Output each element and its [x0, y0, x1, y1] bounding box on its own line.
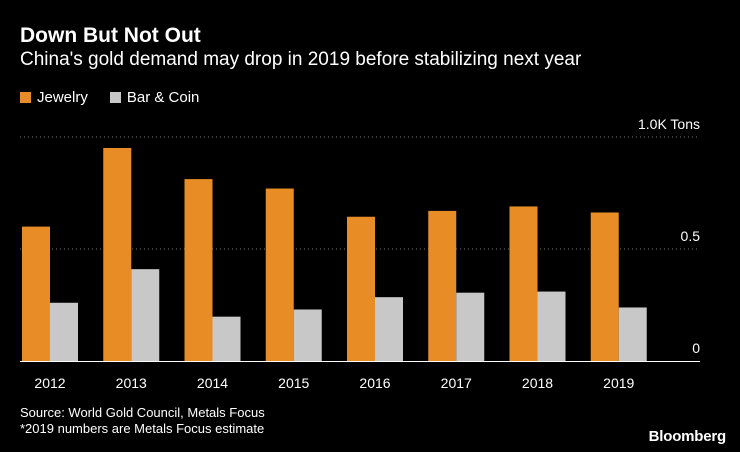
x-tick-label-2012: 2012	[34, 375, 65, 391]
legend-label-bar-coin: Bar & Coin	[126, 88, 200, 106]
y-tick-label-1: 0.5	[681, 228, 701, 244]
chart-subtitle: China's gold demand may drop in 2019 bef…	[20, 49, 582, 70]
legend-item-bar-coin: Bar & Coin	[109, 88, 200, 106]
bar-jewelry-2012	[22, 226, 50, 361]
bloomberg-logo: Bloomberg	[648, 428, 727, 445]
bar-jewelry-2015	[265, 188, 294, 361]
legend-swatch-bar-coin	[109, 91, 121, 103]
bar-bar-coin-2017	[456, 292, 485, 361]
y-tick-label-2: 0	[692, 340, 700, 356]
legend-item-jewelry: Jewelry	[20, 89, 88, 106]
footer: Source: World Gold Council, Metals Focus…	[20, 405, 265, 437]
legend-label-jewelry: Jewelry	[37, 88, 88, 106]
legend: Jewelry Bar & Coin	[20, 87, 221, 107]
source-note: Source: World Gold Council, Metals Focus	[20, 405, 265, 420]
x-tick-label-2019: 2019	[603, 375, 634, 391]
estimate-note: *2019 numbers are Metals Focus estimate	[20, 421, 265, 436]
bar-bar-coin-2015	[293, 309, 322, 361]
bar-jewelry-2016	[347, 216, 375, 361]
x-tick-label-2018: 2018	[522, 375, 553, 391]
bar-bar-coin-2019	[618, 307, 647, 361]
bar-bar-coin-2013	[131, 269, 160, 361]
bar-jewelry-2017	[428, 210, 457, 361]
bar-jewelry-2014	[184, 179, 213, 361]
bar-bar-coin-2014	[212, 316, 241, 361]
x-tick-label-2014: 2014	[197, 375, 228, 391]
x-tick-label-2017: 2017	[441, 375, 472, 391]
bar-bar-coin-2018	[537, 291, 566, 361]
bar-jewelry-2019	[590, 212, 619, 361]
y-tick-label-0: 1.0K Tons	[638, 116, 700, 132]
legend-swatch-jewelry	[20, 91, 31, 103]
x-tick-label-2013: 2013	[116, 375, 147, 391]
bar-jewelry-2018	[509, 206, 538, 361]
chart-title: Down But Not Out	[20, 24, 201, 47]
bar-bar-coin-2016	[375, 297, 403, 361]
bar-jewelry-2013	[103, 147, 132, 361]
x-tick-label-2016: 2016	[359, 375, 390, 391]
x-tick-label-2015: 2015	[278, 375, 309, 391]
bar-bar-coin-2012	[50, 302, 78, 361]
